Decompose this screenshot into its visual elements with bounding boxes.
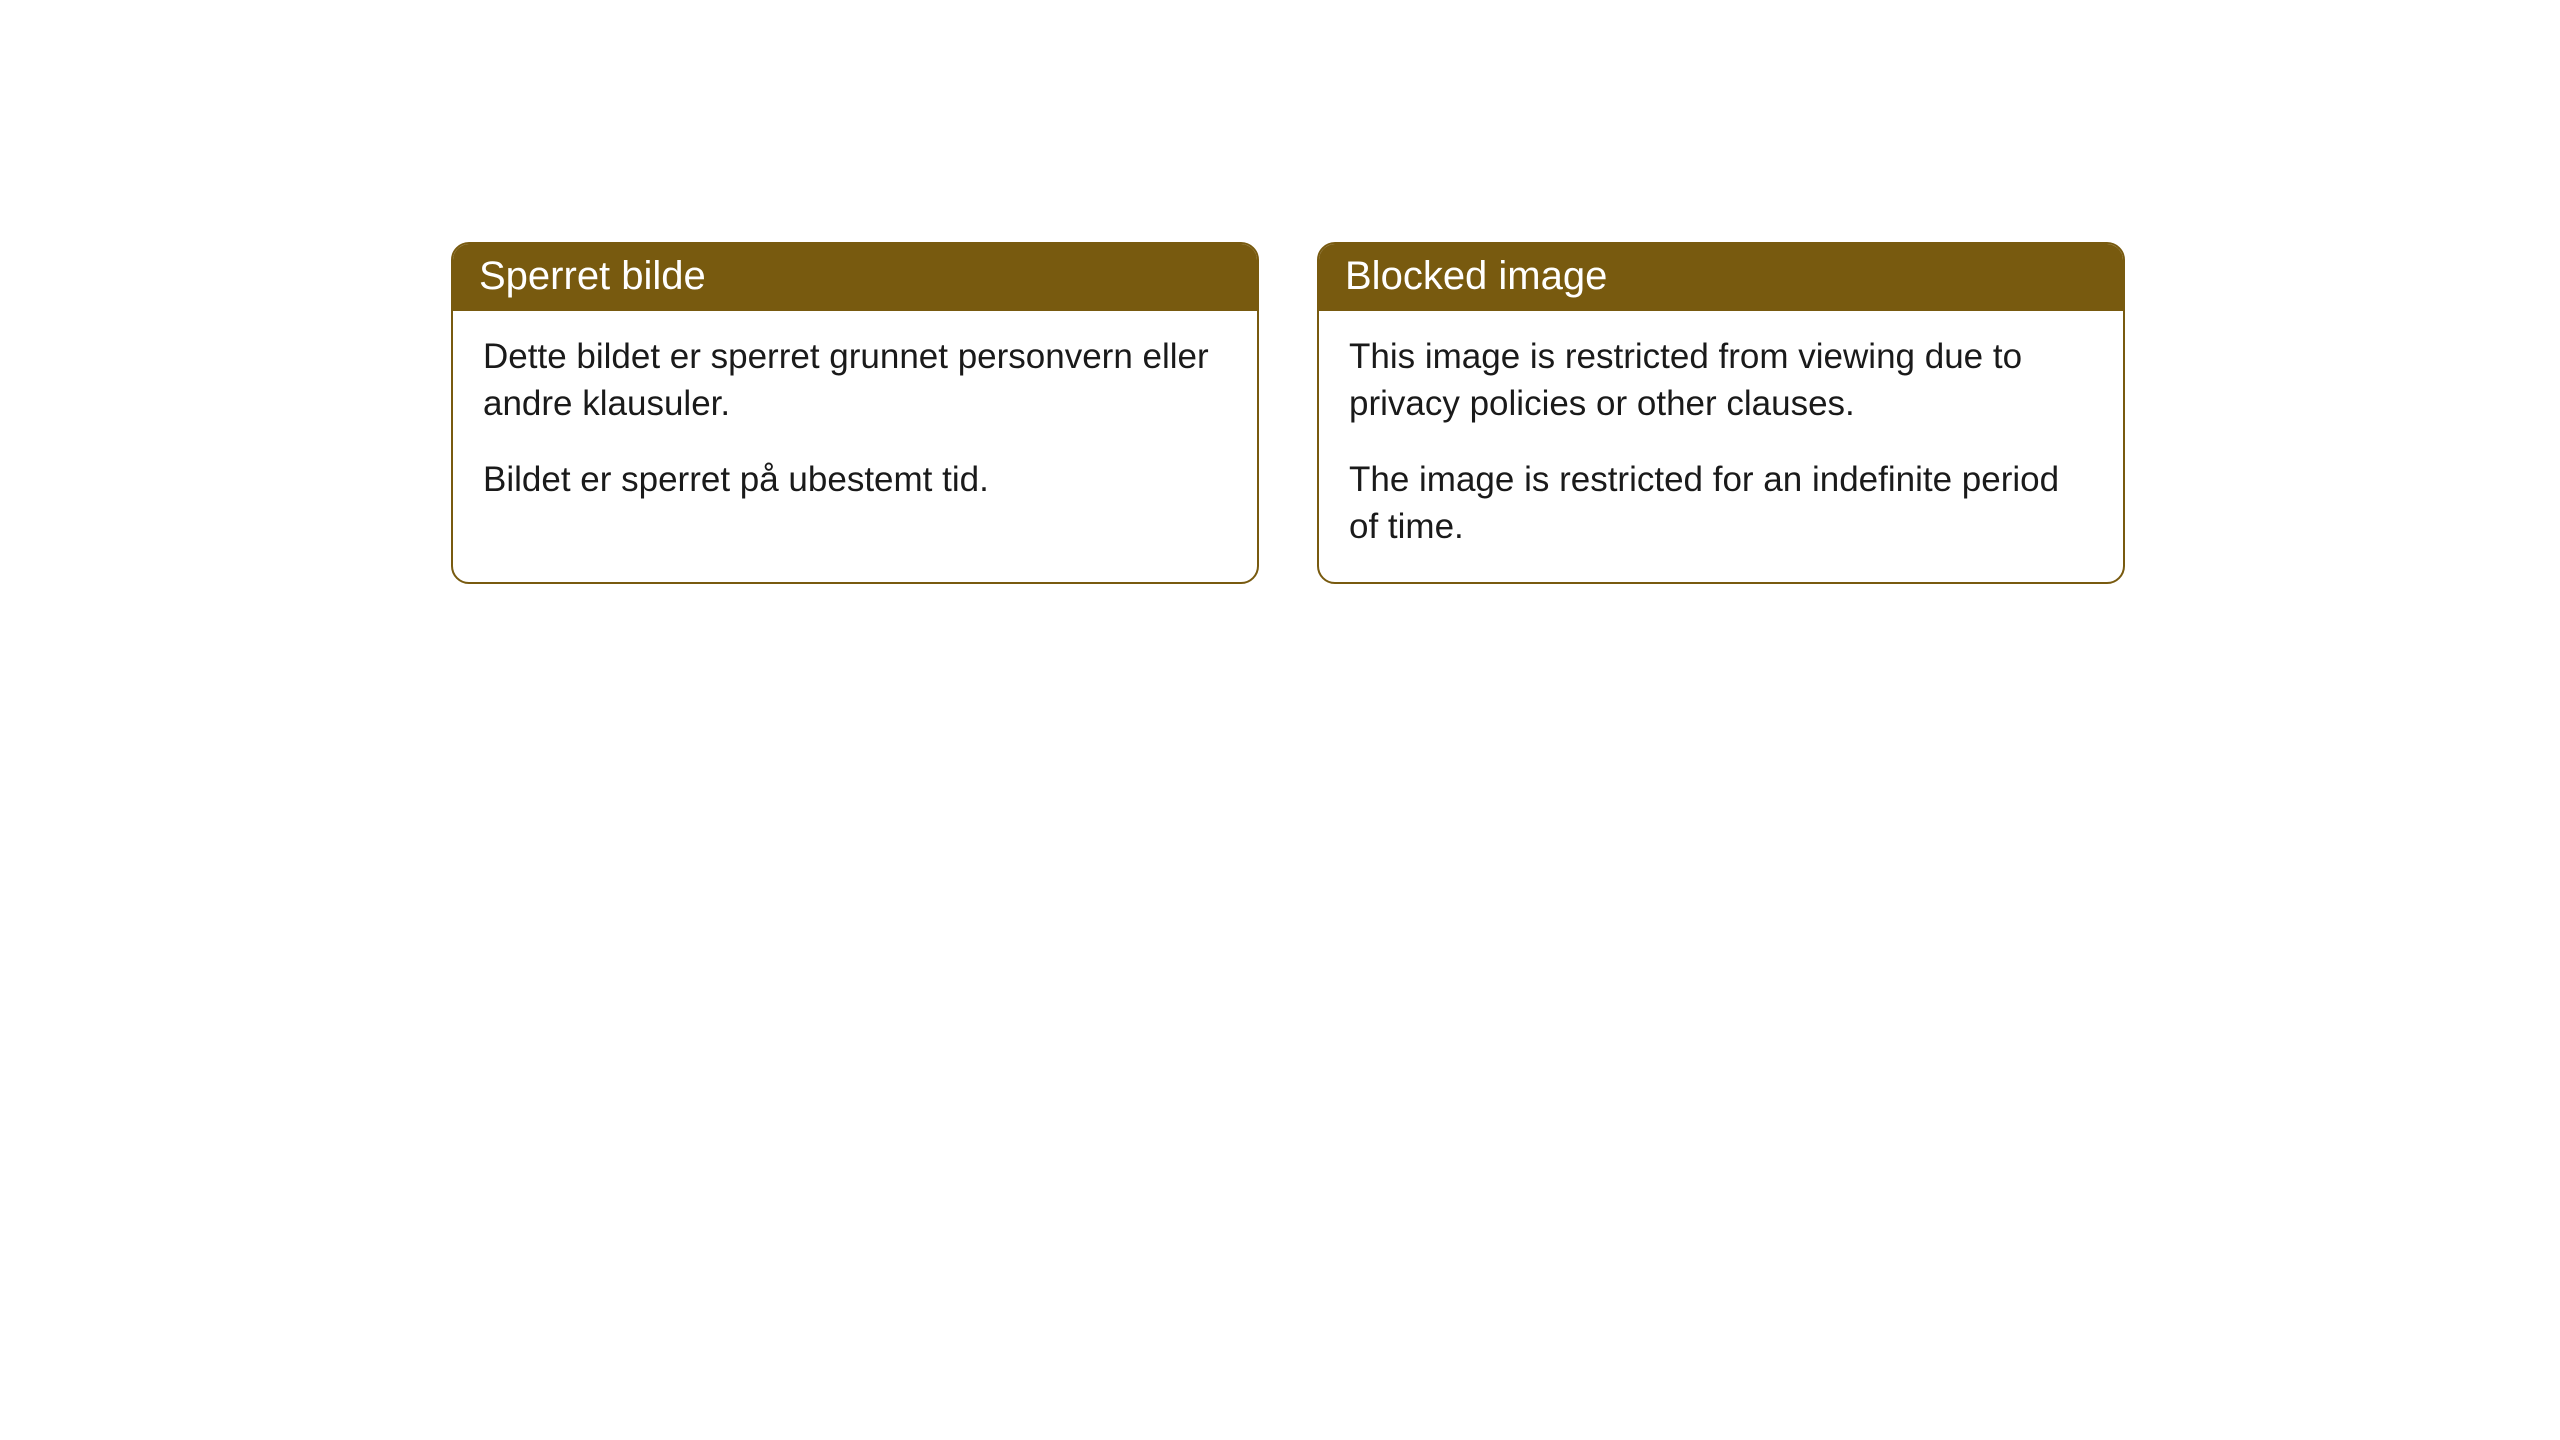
notice-card-norwegian: Sperret bilde Dette bildet er sperret gr… [451, 242, 1259, 584]
notice-cards-container: Sperret bilde Dette bildet er sperret gr… [0, 0, 2560, 584]
card-text-line1: Dette bildet er sperret grunnet personve… [483, 333, 1227, 428]
card-header-norwegian: Sperret bilde [453, 244, 1257, 311]
card-body-norwegian: Dette bildet er sperret grunnet personve… [453, 311, 1257, 535]
notice-card-english: Blocked image This image is restricted f… [1317, 242, 2125, 584]
card-text-line2: Bildet er sperret på ubestemt tid. [483, 456, 1227, 503]
card-body-english: This image is restricted from viewing du… [1319, 311, 2123, 582]
card-text-line2: The image is restricted for an indefinit… [1349, 456, 2093, 551]
card-title: Blocked image [1345, 254, 1607, 298]
card-text-line1: This image is restricted from viewing du… [1349, 333, 2093, 428]
card-title: Sperret bilde [479, 254, 706, 298]
card-header-english: Blocked image [1319, 244, 2123, 311]
